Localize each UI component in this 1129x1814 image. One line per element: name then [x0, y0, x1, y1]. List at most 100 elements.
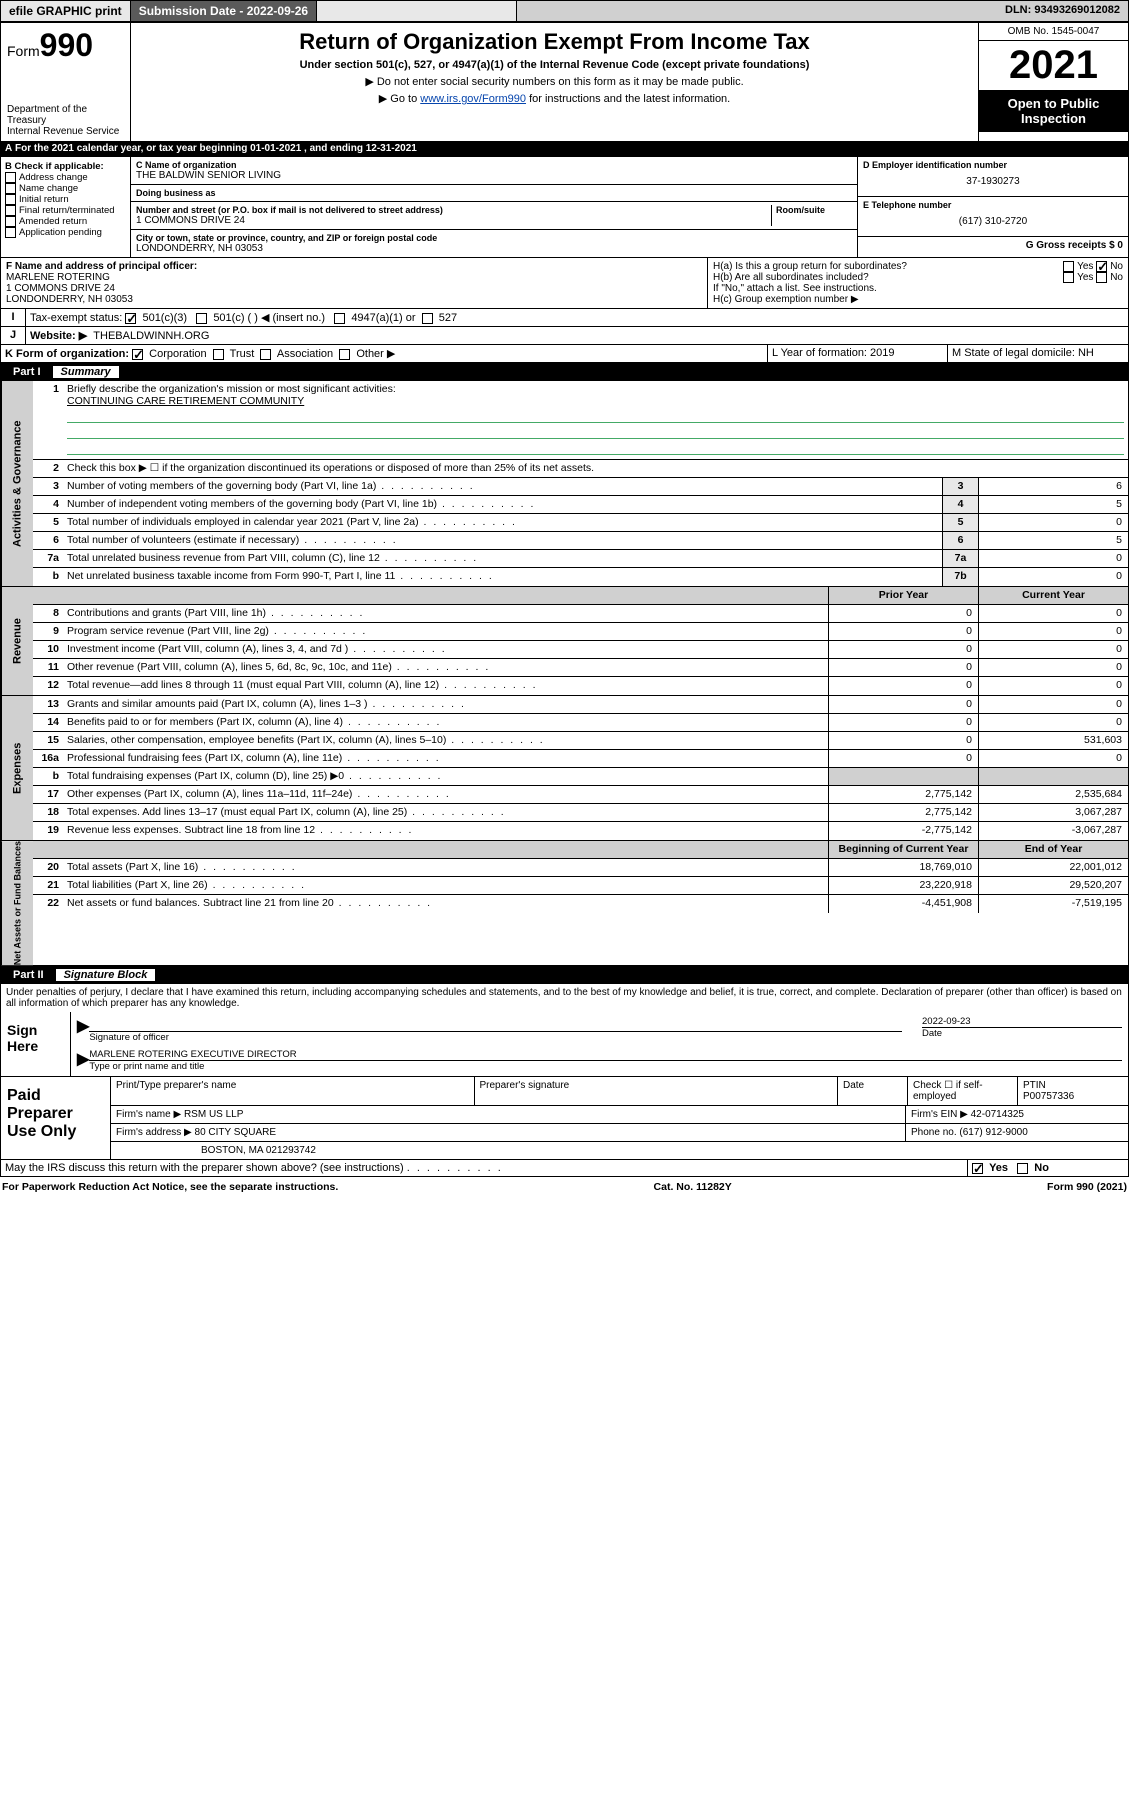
toolbar-blank	[317, 1, 517, 21]
paid-preparer-label: Paid Preparer Use Only	[1, 1077, 111, 1159]
line-text: Total assets (Part X, line 16)	[63, 859, 828, 876]
line-num: 19	[33, 822, 63, 840]
line-num: 16a	[33, 750, 63, 767]
chk-527[interactable]	[422, 313, 433, 324]
officer-name-title: MARLENE ROTERING EXECUTIVE DIRECTOR	[89, 1049, 1122, 1060]
form-ref: Form 990 (2021)	[1047, 1181, 1127, 1193]
line-text: Number of voting members of the governin…	[63, 478, 942, 495]
ha-yes[interactable]	[1063, 261, 1074, 272]
line-num: 4	[33, 496, 63, 513]
gross-receipts: G Gross receipts $ 0	[1026, 240, 1123, 251]
efile-print-button[interactable]: efile GRAPHIC print	[1, 1, 131, 21]
side-label-expenses: Expenses	[1, 696, 33, 840]
perjury-statement: Under penalties of perjury, I declare th…	[0, 984, 1129, 1012]
sig-arrow-icon-2: ▶	[77, 1049, 89, 1072]
chk-other[interactable]	[339, 349, 350, 360]
chk-corporation[interactable]	[132, 349, 143, 360]
chk-name-change[interactable]	[5, 183, 16, 194]
firm-phone: (617) 912-9000	[959, 1127, 1027, 1138]
hb-yes[interactable]	[1063, 272, 1074, 283]
line-num: 18	[33, 804, 63, 821]
ha-label: H(a) Is this a group return for subordin…	[713, 261, 907, 272]
chk-501c3[interactable]	[125, 313, 136, 324]
line-current: 0	[978, 623, 1128, 640]
line-value: 5	[978, 496, 1128, 513]
line-prior: -4,451,908	[828, 895, 978, 913]
hb-label: H(b) Are all subordinates included?	[713, 272, 869, 283]
chk-address-change[interactable]	[5, 172, 16, 183]
firm-name: RSM US LLP	[184, 1109, 243, 1120]
org-info-grid: B Check if applicable: Address change Na…	[0, 157, 1129, 258]
open-to-public: Open to Public Inspection	[979, 90, 1128, 132]
chk-association[interactable]	[260, 349, 271, 360]
line-cellnum: 4	[942, 496, 978, 513]
line-num: 17	[33, 786, 63, 803]
sign-date: 2022-09-23	[922, 1016, 1122, 1027]
line-2-discontinued: Check this box ▶ ☐ if the organization d…	[63, 460, 1128, 477]
org-name: THE BALDWIN SENIOR LIVING	[136, 170, 852, 181]
line-text: Total fundraising expenses (Part IX, col…	[63, 768, 828, 785]
chk-initial-return[interactable]	[5, 194, 16, 205]
officer-addr1: 1 COMMONS DRIVE 24	[6, 283, 702, 294]
line-value: 0	[978, 550, 1128, 567]
col-d-ein-phone: D Employer identification number 37-1930…	[858, 157, 1128, 257]
sig-officer-label: Signature of officer	[89, 1032, 169, 1043]
officer-group-row: F Name and address of principal officer:…	[0, 258, 1129, 309]
line-text: Revenue less expenses. Subtract line 18 …	[63, 822, 828, 840]
line-num: 5	[33, 514, 63, 531]
line-prior: 0	[828, 750, 978, 767]
hb-no[interactable]	[1096, 272, 1107, 283]
line-current: 2,535,684	[978, 786, 1128, 803]
chk-trust[interactable]	[213, 349, 224, 360]
line-current: 0	[978, 659, 1128, 676]
line-prior: 0	[828, 641, 978, 658]
org-street: 1 COMMONS DRIVE 24	[136, 215, 767, 226]
line-prior: 0	[828, 677, 978, 695]
line-prior: 2,775,142	[828, 786, 978, 803]
discuss-yes[interactable]	[972, 1163, 983, 1174]
hdr-prior-year: Prior Year	[828, 587, 978, 604]
line-text: Total number of volunteers (estimate if …	[63, 532, 942, 549]
line-current: 0	[978, 750, 1128, 767]
line-value: 5	[978, 532, 1128, 549]
irs-link[interactable]: www.irs.gov/Form990	[420, 93, 526, 105]
line-text: Total revenue—add lines 8 through 11 (mu…	[63, 677, 828, 695]
submission-date-label: Submission Date - 2022-09-26	[131, 1, 317, 21]
year-formation: L Year of formation: 2019	[768, 345, 948, 362]
form-subtitle: Under section 501(c), 527, or 4947(a)(1)…	[143, 59, 966, 71]
line-current: 0	[978, 714, 1128, 731]
dept-treasury: Department of the Treasury	[7, 104, 124, 126]
line-current: 0	[978, 677, 1128, 695]
line-cellnum: 7b	[942, 568, 978, 586]
line-text: Net assets or fund balances. Subtract li…	[63, 895, 828, 913]
chk-application-pending[interactable]	[5, 227, 16, 238]
omb-number: OMB No. 1545-0047	[979, 23, 1128, 41]
line-num: 3	[33, 478, 63, 495]
line-current: 3,067,287	[978, 804, 1128, 821]
chk-4947[interactable]	[334, 313, 345, 324]
line-text: Total unrelated business revenue from Pa…	[63, 550, 942, 567]
officer-addr2: LONDONDERRY, NH 03053	[6, 294, 702, 305]
line-prior: 2,775,142	[828, 804, 978, 821]
line-current: 22,001,012	[978, 859, 1128, 876]
officer-name: MARLENE ROTERING	[6, 272, 702, 283]
line-current: 29,520,207	[978, 877, 1128, 894]
line-text: Total liabilities (Part X, line 26)	[63, 877, 828, 894]
line-text: Number of independent voting members of …	[63, 496, 942, 513]
form-id-block: Form990 Department of the Treasury Inter…	[1, 23, 131, 141]
line-num: 7a	[33, 550, 63, 567]
discuss-no[interactable]	[1017, 1163, 1028, 1174]
chk-501c[interactable]	[196, 313, 207, 324]
sign-here-label: Sign Here	[1, 1012, 71, 1076]
line-num: 9	[33, 623, 63, 640]
phone-value: (617) 310-2720	[863, 210, 1123, 233]
part-2-header: Part II Signature Block	[0, 966, 1129, 984]
ha-no[interactable]	[1096, 261, 1107, 272]
form-title: Return of Organization Exempt From Incom…	[143, 29, 966, 55]
line-cellnum: 3	[942, 478, 978, 495]
line-num: 20	[33, 859, 63, 876]
line-prior: 0	[828, 732, 978, 749]
chk-final-return[interactable]	[5, 205, 16, 216]
chk-amended[interactable]	[5, 216, 16, 227]
page-footer: For Paperwork Reduction Act Notice, see …	[0, 1177, 1129, 1197]
